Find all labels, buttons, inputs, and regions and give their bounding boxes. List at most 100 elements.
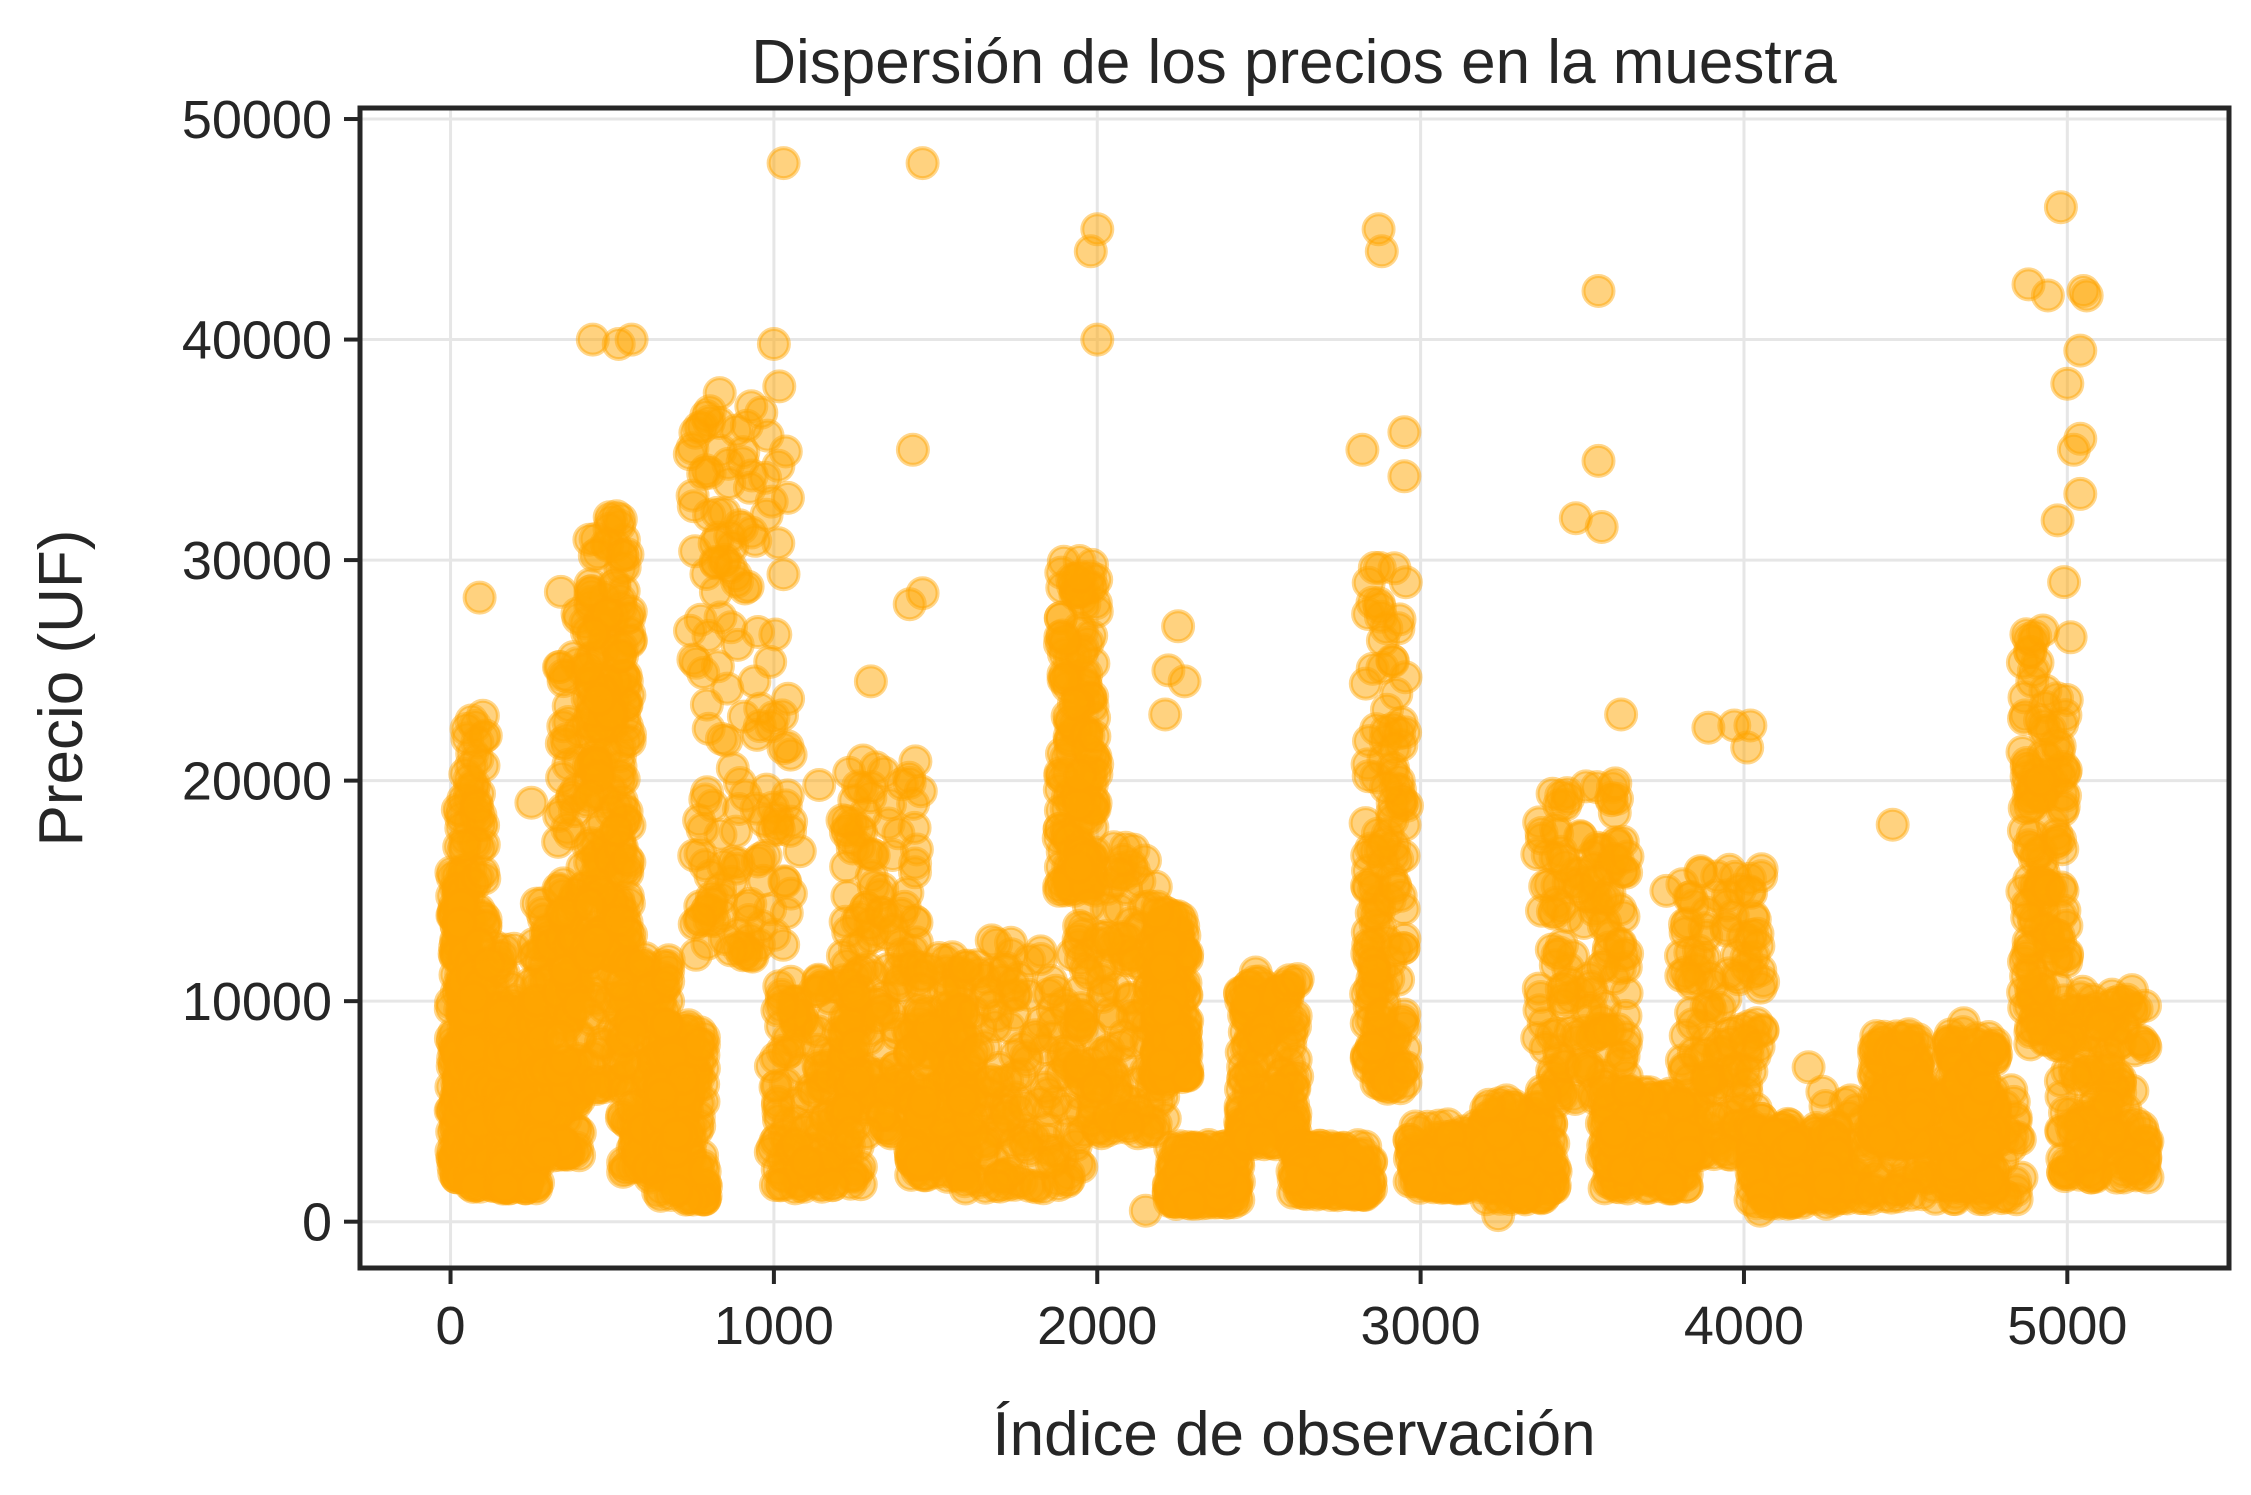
data-point — [605, 639, 639, 673]
data-point — [1356, 1030, 1390, 1065]
data-point — [1866, 1122, 1900, 1157]
data-point — [542, 798, 577, 833]
data-point — [577, 538, 612, 573]
data-point — [730, 889, 765, 924]
data-point — [687, 1154, 722, 1189]
data-point — [651, 964, 686, 999]
data-point — [1547, 970, 1582, 1005]
data-point — [1204, 1154, 1239, 1189]
data-point — [1367, 826, 1402, 861]
data-point — [466, 855, 501, 890]
data-point — [658, 1173, 693, 1208]
data-point — [1652, 1169, 1687, 1204]
data-point — [1550, 900, 1585, 934]
data-point — [825, 803, 860, 838]
data-point — [1551, 781, 1586, 816]
data-point — [1528, 1031, 1563, 1065]
data-point — [1378, 870, 1413, 905]
data-point — [1539, 811, 1573, 846]
data-point — [764, 989, 799, 1024]
data-point — [1056, 686, 1091, 721]
data-point — [1174, 1186, 1208, 1221]
data-point — [460, 789, 495, 824]
data-point — [1893, 1177, 1928, 1212]
data-point — [881, 816, 916, 851]
data-point — [1091, 924, 1126, 959]
data-point — [760, 808, 795, 842]
data-point — [947, 1164, 982, 1199]
data-point — [1471, 1087, 1506, 1122]
data-point — [1008, 1129, 1043, 1164]
data-point — [1063, 559, 1098, 594]
data-point — [1269, 997, 1304, 1032]
data-point — [712, 466, 747, 501]
data-point — [710, 671, 745, 706]
data-point — [572, 779, 607, 814]
data-point — [771, 681, 806, 716]
data-point — [690, 775, 724, 810]
data-point — [762, 369, 797, 404]
data-point — [1062, 909, 1097, 943]
data-point — [605, 539, 640, 573]
data-point — [948, 949, 983, 984]
data-point — [1063, 759, 1097, 794]
data-point — [1314, 1143, 1349, 1177]
data-point — [543, 1020, 578, 1055]
data-point — [766, 557, 801, 592]
data-point — [562, 988, 596, 1023]
data-point — [715, 751, 750, 786]
data-point — [758, 1168, 793, 1203]
data-point — [839, 1062, 874, 1097]
data-point — [1590, 882, 1625, 917]
data-point — [2013, 831, 2048, 866]
data-points — [433, 146, 2165, 1233]
data-point — [1970, 1124, 2005, 1159]
data-point — [801, 974, 835, 1008]
data-point — [1018, 1018, 1053, 1053]
data-point — [1008, 1089, 1043, 1124]
data-point — [770, 778, 805, 813]
data-point — [1381, 611, 1416, 646]
data-point — [1689, 895, 1724, 930]
data-point — [1245, 1123, 1280, 1158]
data-point — [789, 1145, 824, 1180]
data-point — [1732, 874, 1767, 909]
data-point — [683, 902, 717, 937]
data-point — [692, 394, 727, 429]
data-point — [907, 1084, 941, 1119]
data-point — [649, 1007, 684, 1042]
data-point — [1708, 981, 1743, 1016]
data-point — [1592, 1012, 1627, 1047]
data-point — [832, 1116, 867, 1151]
data-point — [1398, 1109, 1433, 1144]
data-point — [487, 1169, 522, 1204]
data-point — [1810, 1168, 1845, 1203]
data-point — [456, 980, 490, 1015]
data-point — [682, 1026, 717, 1061]
data-point — [1377, 551, 1412, 586]
data-point — [945, 1083, 980, 1117]
data-point — [659, 1117, 694, 1152]
data-point — [898, 855, 932, 890]
data-point — [615, 1015, 650, 1050]
data-point — [713, 550, 748, 585]
data-point — [1139, 896, 1174, 931]
data-point — [904, 972, 939, 1007]
data-point — [576, 616, 611, 651]
data-point — [1357, 953, 1392, 988]
data-point — [1072, 957, 1106, 992]
data-point — [644, 1078, 679, 1112]
data-point — [1403, 1166, 1438, 1201]
data-point — [713, 933, 748, 968]
data-point — [548, 953, 583, 988]
data-point — [599, 813, 634, 848]
data-point — [1598, 766, 1633, 801]
data-point — [856, 838, 891, 873]
data-point — [1672, 961, 1707, 996]
data-point — [1603, 926, 1638, 961]
data-point — [902, 1145, 937, 1180]
data-point — [1111, 1108, 1146, 1143]
data-point — [610, 842, 645, 877]
data-point — [741, 615, 775, 649]
